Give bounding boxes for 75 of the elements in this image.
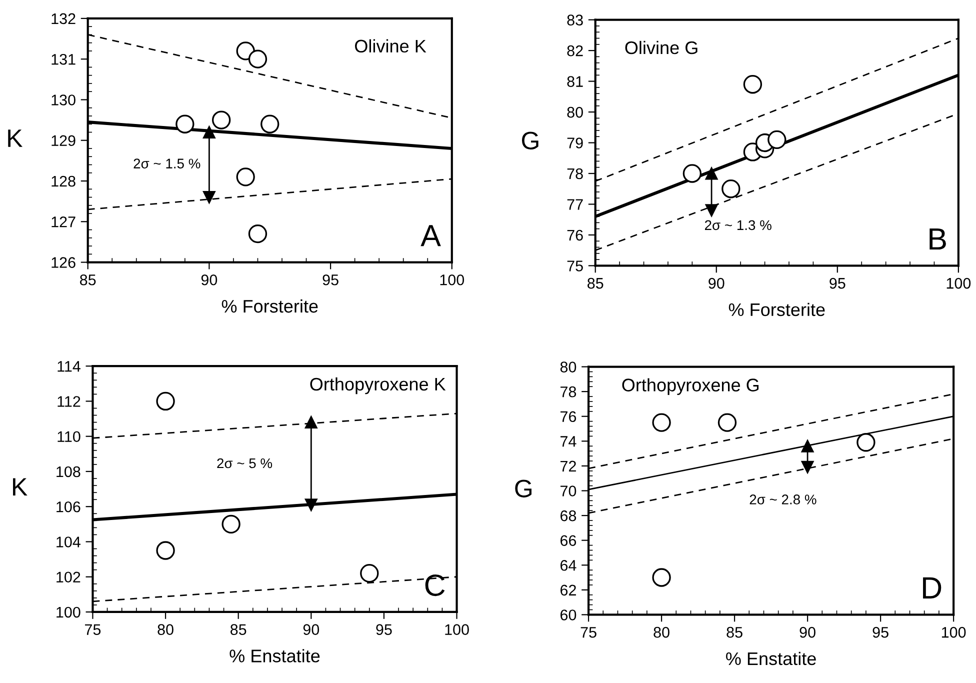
annotation: 2σ ~ 1.3 % <box>704 220 772 230</box>
y-tick-label: 79 <box>567 138 583 148</box>
annotation: D <box>923 577 942 598</box>
annotation: C <box>425 574 445 596</box>
y-tick-label: 114 <box>58 361 80 372</box>
annotation: A <box>420 225 441 246</box>
annotation: 2σ ~ 1.5 % <box>134 158 200 168</box>
x-tick-label: 85 <box>726 626 742 638</box>
x-tick-label: 100 <box>946 278 971 289</box>
y-tick-label: 108 <box>56 466 80 478</box>
x-tick-label: 85 <box>80 274 96 286</box>
x-tick-label: 90 <box>708 278 724 289</box>
y-tick-label: 76 <box>560 411 576 422</box>
y-tick-label: 66 <box>560 535 576 546</box>
y-tick-label: 76 <box>567 230 583 241</box>
y-tick-label: 112 <box>58 396 80 407</box>
x-tick-label: 90 <box>303 624 320 635</box>
y-tick-label: 83 <box>567 14 583 26</box>
x-tick-label: 95 <box>872 626 888 638</box>
annotation: Olivine G <box>625 40 698 54</box>
y-tick-label: 104 <box>56 536 80 548</box>
x-tick-label: 80 <box>158 624 174 635</box>
y-tick-label: 72 <box>560 460 576 472</box>
y-tick-label: 128 <box>52 176 76 187</box>
annotation: 2σ ~ 5 % <box>217 458 272 468</box>
y-tick-label: 81 <box>567 76 583 87</box>
annotation: Orthopyroxene K <box>310 377 446 394</box>
x-tick-label: 95 <box>376 624 392 635</box>
x-tick-label: 85 <box>588 278 604 289</box>
y-tick-label: 130 <box>52 94 76 106</box>
y-tick-label: 74 <box>560 436 576 447</box>
y-tick-label: 80 <box>567 106 583 118</box>
y-tick-label: 127 <box>52 216 76 228</box>
y-tick-label: 110 <box>58 431 80 442</box>
annotation: 2σ ~ 2.8 % <box>750 494 816 504</box>
y-tick-label: 106 <box>56 501 80 512</box>
y-tick-label: 75 <box>567 260 583 272</box>
y-tick-label: 100 <box>56 606 80 618</box>
annotation: B <box>930 228 946 250</box>
x-axis-title: % Enstatite <box>726 652 816 666</box>
y-tick-label: 62 <box>560 584 576 596</box>
x-tick-label: 100 <box>440 274 464 286</box>
x-tick-label: 75 <box>580 627 596 638</box>
y-axis-title: K <box>8 130 22 147</box>
annotation: Olivine K <box>355 39 426 53</box>
x-tick-label: 90 <box>800 626 816 638</box>
x-tick-label: 95 <box>830 278 846 289</box>
x-axis-title: % Forsterite <box>222 299 318 313</box>
y-axis-title: G <box>515 480 532 498</box>
y-tick-label: 132 <box>52 13 76 24</box>
x-tick-label: 90 <box>201 274 218 286</box>
y-tick-label: 126 <box>52 257 76 268</box>
x-tick-label: 100 <box>942 626 966 638</box>
y-tick-label: 131 <box>52 54 76 65</box>
x-tick-label: 75 <box>85 624 101 635</box>
annotation: Orthopyroxene G <box>622 378 759 396</box>
y-tick-label: 64 <box>560 560 576 571</box>
y-tick-label: 78 <box>560 386 576 398</box>
y-tick-label: 129 <box>52 135 76 146</box>
x-tick-label: 95 <box>322 274 338 286</box>
x-tick-label: 80 <box>654 626 670 638</box>
y-tick-label: 60 <box>560 610 576 620</box>
y-tick-label: 102 <box>56 572 80 583</box>
x-axis-title: % Forsterite <box>728 302 825 316</box>
y-tick-label: 77 <box>567 199 583 210</box>
y-tick-label: 80 <box>560 362 576 372</box>
y-axis-title: K <box>13 478 28 496</box>
y-tick-label: 78 <box>567 168 583 180</box>
y-tick-label: 68 <box>560 510 576 522</box>
y-axis-title: G <box>522 132 538 150</box>
x-axis-title: % Enstatite <box>230 649 320 662</box>
y-tick-label: 82 <box>567 45 583 56</box>
x-tick-label: 100 <box>445 624 469 635</box>
x-tick-label: 85 <box>230 624 246 635</box>
y-tick-label: 70 <box>560 486 576 496</box>
